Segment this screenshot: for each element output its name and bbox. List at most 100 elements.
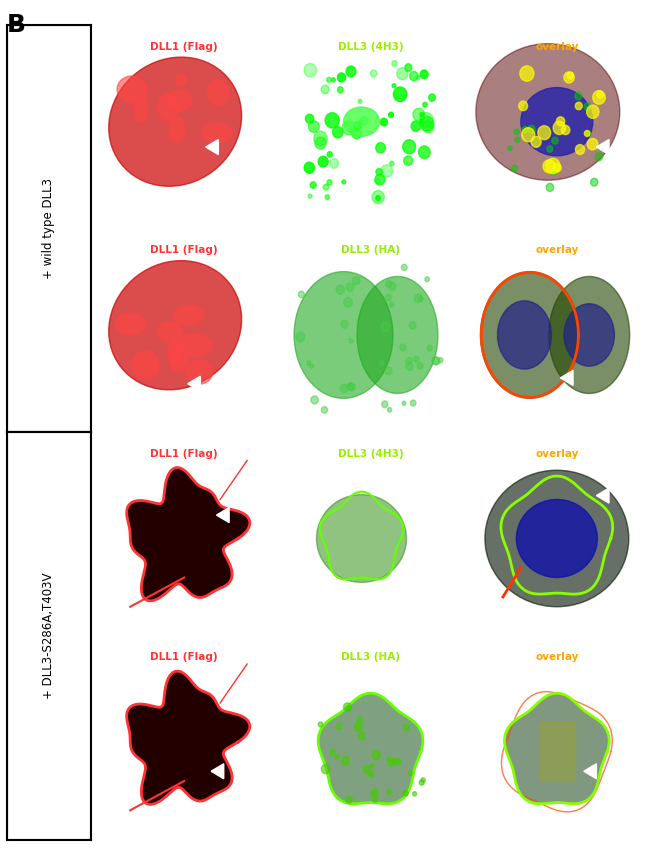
Circle shape bbox=[308, 194, 312, 198]
Polygon shape bbox=[597, 488, 609, 503]
Text: d: d bbox=[101, 408, 111, 421]
Circle shape bbox=[349, 339, 353, 343]
Circle shape bbox=[321, 764, 330, 773]
Circle shape bbox=[419, 297, 423, 301]
Text: overlay: overlay bbox=[535, 245, 578, 255]
Circle shape bbox=[358, 732, 365, 739]
Circle shape bbox=[382, 401, 388, 408]
Polygon shape bbox=[584, 764, 597, 778]
Ellipse shape bbox=[117, 75, 147, 103]
Circle shape bbox=[587, 138, 598, 150]
Circle shape bbox=[352, 128, 361, 139]
Circle shape bbox=[414, 294, 422, 303]
Circle shape bbox=[520, 66, 534, 81]
Circle shape bbox=[392, 60, 397, 66]
Circle shape bbox=[344, 298, 352, 307]
Circle shape bbox=[403, 724, 410, 731]
Circle shape bbox=[358, 120, 363, 126]
Circle shape bbox=[515, 137, 520, 142]
Circle shape bbox=[304, 64, 317, 77]
Circle shape bbox=[429, 94, 436, 101]
Circle shape bbox=[387, 408, 392, 412]
Circle shape bbox=[387, 789, 392, 795]
Circle shape bbox=[419, 120, 423, 123]
Circle shape bbox=[321, 85, 329, 94]
Circle shape bbox=[543, 159, 555, 173]
Text: DLL1 (Flag): DLL1 (Flag) bbox=[150, 652, 218, 662]
Circle shape bbox=[306, 114, 314, 123]
Circle shape bbox=[395, 759, 400, 765]
Text: l: l bbox=[474, 815, 478, 828]
Ellipse shape bbox=[115, 313, 146, 335]
Circle shape bbox=[410, 400, 416, 406]
Circle shape bbox=[341, 756, 350, 765]
Circle shape bbox=[346, 796, 352, 803]
Circle shape bbox=[575, 92, 582, 100]
Circle shape bbox=[327, 152, 332, 157]
Ellipse shape bbox=[480, 271, 579, 399]
Ellipse shape bbox=[109, 260, 242, 390]
Circle shape bbox=[381, 165, 393, 177]
Text: j: j bbox=[101, 815, 105, 828]
Circle shape bbox=[413, 109, 424, 121]
Circle shape bbox=[376, 169, 382, 176]
Circle shape bbox=[392, 758, 396, 763]
Circle shape bbox=[385, 281, 392, 287]
Circle shape bbox=[421, 778, 425, 783]
Ellipse shape bbox=[207, 80, 229, 105]
Text: e: e bbox=[288, 408, 296, 421]
Circle shape bbox=[549, 166, 558, 175]
Ellipse shape bbox=[516, 499, 597, 577]
Circle shape bbox=[422, 121, 434, 133]
Circle shape bbox=[314, 131, 327, 146]
Circle shape bbox=[408, 771, 412, 775]
Circle shape bbox=[409, 321, 416, 329]
Circle shape bbox=[369, 772, 374, 777]
Circle shape bbox=[342, 120, 356, 135]
Circle shape bbox=[586, 131, 591, 136]
Circle shape bbox=[318, 722, 323, 727]
Circle shape bbox=[340, 384, 348, 393]
Polygon shape bbox=[216, 508, 229, 522]
Circle shape bbox=[575, 144, 584, 154]
Circle shape bbox=[432, 357, 440, 365]
Text: i: i bbox=[474, 611, 478, 624]
Ellipse shape bbox=[158, 94, 179, 121]
Ellipse shape bbox=[521, 87, 593, 156]
Circle shape bbox=[546, 159, 560, 174]
Ellipse shape bbox=[176, 75, 187, 86]
Circle shape bbox=[411, 121, 421, 131]
Circle shape bbox=[348, 383, 354, 390]
Circle shape bbox=[393, 87, 407, 102]
Circle shape bbox=[318, 156, 328, 167]
Polygon shape bbox=[597, 140, 609, 154]
Ellipse shape bbox=[168, 340, 182, 365]
Circle shape bbox=[370, 764, 374, 768]
Circle shape bbox=[420, 113, 424, 117]
Circle shape bbox=[330, 750, 335, 755]
Circle shape bbox=[402, 401, 406, 405]
Ellipse shape bbox=[167, 91, 192, 111]
Circle shape bbox=[419, 780, 424, 785]
Text: c: c bbox=[474, 204, 482, 217]
Polygon shape bbox=[127, 467, 250, 601]
Text: DLL3 (HA): DLL3 (HA) bbox=[341, 245, 400, 255]
Ellipse shape bbox=[170, 349, 188, 371]
Circle shape bbox=[385, 367, 392, 375]
Circle shape bbox=[421, 116, 434, 131]
Circle shape bbox=[562, 126, 570, 135]
Circle shape bbox=[522, 128, 535, 142]
Ellipse shape bbox=[202, 123, 232, 143]
Circle shape bbox=[402, 265, 407, 271]
Circle shape bbox=[422, 103, 427, 107]
Circle shape bbox=[304, 162, 315, 173]
Circle shape bbox=[387, 756, 391, 761]
Text: a: a bbox=[101, 204, 110, 217]
Circle shape bbox=[415, 75, 420, 80]
Polygon shape bbox=[188, 377, 200, 391]
Text: b: b bbox=[288, 204, 296, 217]
Circle shape bbox=[309, 364, 314, 368]
Circle shape bbox=[554, 164, 561, 172]
Circle shape bbox=[376, 142, 385, 153]
Polygon shape bbox=[560, 371, 573, 385]
